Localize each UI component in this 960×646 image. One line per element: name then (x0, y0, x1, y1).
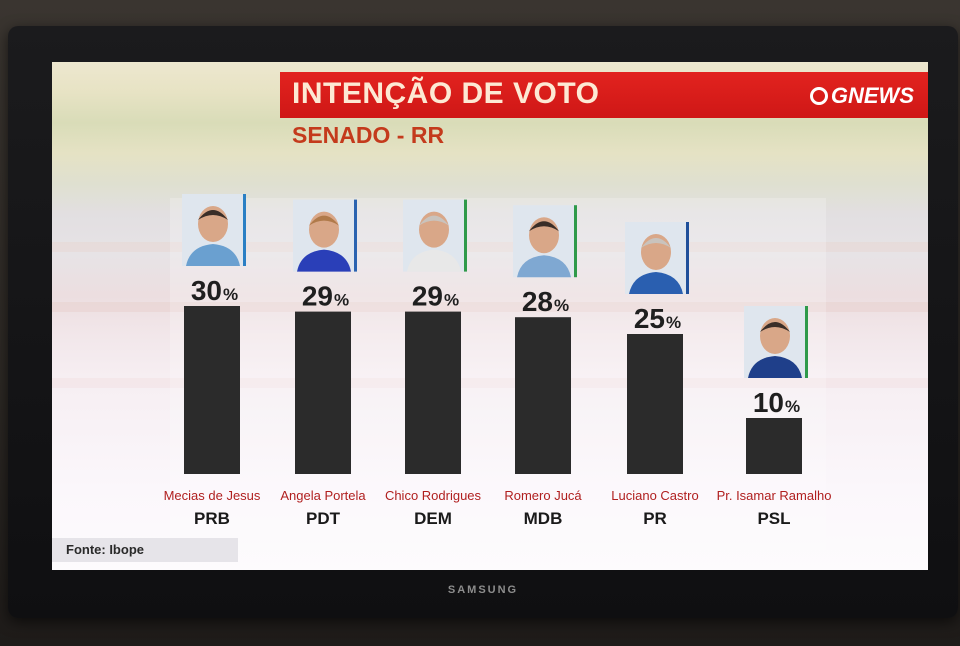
party-label: MDB (524, 509, 563, 528)
value-unit: % (666, 313, 681, 332)
candidate-name: Angela Portela (280, 488, 366, 503)
party-color-stripe (243, 194, 246, 266)
scanline-band (52, 302, 928, 312)
bar-prb (184, 306, 240, 474)
scanline-band (52, 378, 928, 388)
candidate-photo (403, 199, 467, 272)
scanline-band (52, 242, 928, 252)
candidate-name: Romero Jucá (504, 488, 582, 503)
candidate-name: Pr. Isamar Ramalho (717, 488, 832, 503)
party-color-stripe (805, 306, 808, 378)
party-color-stripe (686, 222, 689, 294)
channel-logo: GNEWS (809, 83, 914, 109)
person-shoulders-icon (297, 249, 351, 272)
person-hair-icon (529, 221, 559, 232)
value-label: 29 (302, 281, 333, 312)
candidate-photo (182, 194, 246, 266)
title-bar: INTENÇÃO DE VOTO GNEWS (280, 72, 928, 118)
value-unit: % (334, 291, 349, 310)
bar-pdt (295, 311, 351, 474)
value-label: 10 (753, 387, 784, 418)
candidate-photo (744, 306, 808, 378)
party-color-stripe (354, 199, 357, 272)
person-shoulders-icon (748, 356, 802, 378)
source-caption: Fonte: Ibope (52, 538, 238, 562)
person-hair-icon (760, 322, 790, 332)
candidate-photo (513, 205, 577, 278)
candidate-name: Chico Rodrigues (385, 488, 482, 503)
value-label: 30 (191, 275, 222, 306)
person-shoulders-icon (517, 255, 571, 278)
value-unit: % (444, 291, 459, 310)
party-label: PR (643, 509, 667, 528)
party-label: PSL (757, 509, 790, 528)
bar-pr (627, 334, 683, 474)
chart-title: INTENÇÃO DE VOTO (292, 77, 600, 110)
person-shoulders-icon (407, 249, 461, 272)
vote-intention-bar-chart: 30 % Mecias de Jesus PRB 29 % Angela Portela PD… (164, 194, 832, 528)
bar-dem (405, 311, 461, 474)
tv-screen: INTENÇÃO DE VOTO GNEWS SENADO - RR 30% Me… (52, 62, 928, 570)
logo-text: GNEWS (830, 83, 914, 108)
bar-mdb (515, 317, 571, 474)
person-hair-icon (419, 215, 449, 226)
person-hair-icon (641, 238, 671, 248)
party-color-stripe (464, 199, 467, 272)
candidate-photo (293, 199, 357, 272)
value-unit: % (554, 296, 569, 315)
tv-brand-label: SAMSUNG (447, 584, 519, 596)
bar-psl (746, 418, 802, 474)
person-hair-icon (198, 210, 228, 220)
value-unit: % (223, 285, 238, 304)
value-unit: % (785, 397, 800, 416)
chart-panel (170, 198, 826, 550)
chart-subtitle: SENADO - RR (292, 122, 445, 148)
person-hair-icon (309, 215, 339, 226)
person-shoulders-icon (186, 244, 240, 266)
party-label: DEM (414, 509, 452, 528)
value-label: 28 (522, 286, 553, 317)
globo-logo-icon (809, 87, 828, 105)
candidate-name: Luciano Castro (611, 488, 698, 503)
candidate-name: Mecias de Jesus (164, 488, 261, 503)
candidate-photo (625, 222, 689, 294)
party-label: PRB (194, 509, 230, 528)
person-shoulders-icon (629, 272, 683, 294)
party-label: PDT (306, 509, 341, 528)
value-label: 25 (634, 303, 665, 334)
party-color-stripe (574, 205, 577, 278)
value-label: 29 (412, 281, 443, 312)
